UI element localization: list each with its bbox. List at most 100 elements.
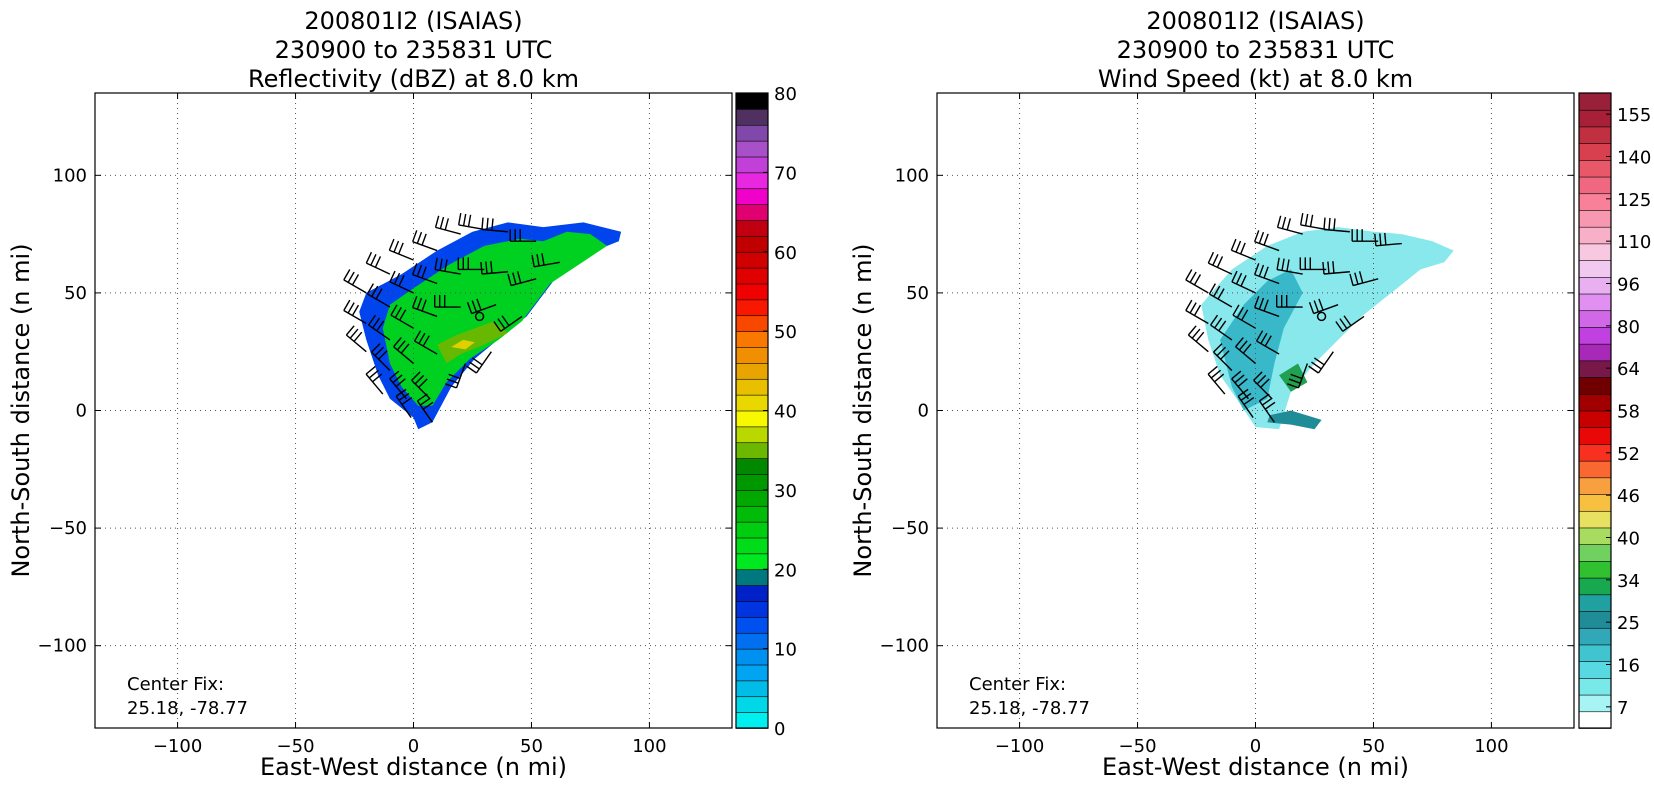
colorbar-segment bbox=[735, 648, 769, 666]
wind-barb bbox=[1374, 232, 1402, 247]
colorbar-segment bbox=[735, 219, 769, 237]
colorbar-segment bbox=[1578, 710, 1612, 729]
y-tick-label: −50 bbox=[891, 518, 929, 539]
wind-barb bbox=[1210, 314, 1233, 341]
colorbar-segment bbox=[735, 600, 769, 618]
colorbar-segment bbox=[1578, 560, 1612, 579]
colorbar-segment bbox=[735, 505, 769, 523]
colorbar-segment bbox=[735, 521, 769, 539]
colorbar-segment bbox=[1578, 493, 1612, 512]
colorbar-segment bbox=[735, 362, 769, 380]
colorbar-segment bbox=[735, 172, 769, 190]
wind-barb bbox=[389, 270, 414, 294]
colorbar-segment bbox=[735, 124, 769, 142]
colorbar-tick-label: 80 bbox=[774, 84, 797, 105]
chart-title-line: Reflectivity (dBZ) at 8.0 km bbox=[248, 65, 579, 93]
colorbar-segment bbox=[735, 426, 769, 444]
colorbar-segment bbox=[1578, 677, 1612, 696]
wind-barb bbox=[416, 393, 434, 423]
colorbar-segment bbox=[735, 283, 769, 301]
wind-barb bbox=[1254, 296, 1280, 318]
wind-barb bbox=[480, 261, 508, 275]
wind-barb bbox=[434, 215, 461, 235]
wind-barb bbox=[1323, 217, 1350, 233]
x-tick-label: −50 bbox=[277, 736, 315, 757]
colorbar-segment bbox=[1578, 694, 1612, 713]
x-axis-label: East-West distance (n mi) bbox=[1102, 753, 1409, 781]
colorbar-segment bbox=[735, 267, 769, 285]
wind-barb bbox=[368, 314, 391, 341]
colorbar-segment bbox=[1578, 644, 1612, 662]
plot-area bbox=[937, 93, 1574, 728]
wind-barb bbox=[1275, 295, 1303, 308]
colorbar-segment bbox=[1578, 627, 1612, 646]
colorbar-tick-label: 140 bbox=[1617, 148, 1651, 169]
wind-barb bbox=[1349, 271, 1379, 287]
wind-barb bbox=[1308, 351, 1334, 374]
colorbar-segment bbox=[1578, 527, 1612, 545]
wind-barb bbox=[343, 269, 367, 294]
wind-barb bbox=[509, 229, 537, 242]
colorbar-segment bbox=[1578, 610, 1612, 629]
x-tick-label: −100 bbox=[995, 736, 1044, 757]
colorbar: 7 16 25 34 40 46 52 58 64 80 96 110 125 140 155 bbox=[1578, 92, 1651, 729]
wind-barb bbox=[1231, 370, 1249, 400]
colorbar-segment bbox=[735, 203, 769, 221]
wind-barb bbox=[457, 212, 485, 231]
contour-region bbox=[1267, 410, 1322, 430]
colorbar-segment bbox=[1578, 460, 1612, 479]
x-tick-label: −50 bbox=[1119, 736, 1157, 757]
colorbar-segment bbox=[735, 314, 769, 332]
wind-barb bbox=[1254, 263, 1280, 285]
y-tick-label: 0 bbox=[76, 401, 87, 422]
wind-barb bbox=[531, 253, 560, 268]
y-tick-label: 100 bbox=[53, 165, 87, 186]
colorbar-segment bbox=[735, 632, 769, 650]
wind-barb bbox=[466, 298, 497, 315]
chart-panel-1: 200801I2 (ISAIAS)230900 to 235831 UTCRef… bbox=[7, 7, 797, 781]
colorbar-tick-label: 52 bbox=[1617, 444, 1640, 465]
contour-region bbox=[382, 231, 607, 406]
colorbar-segment bbox=[735, 235, 769, 253]
colorbar-segment bbox=[1578, 192, 1612, 211]
colorbar-tick-label: 50 bbox=[774, 322, 797, 343]
colorbar-segment bbox=[735, 394, 769, 412]
wind-barb bbox=[434, 257, 461, 275]
colorbar-segment bbox=[1578, 426, 1612, 445]
colorbar-segment bbox=[735, 346, 769, 364]
wind-barb bbox=[1276, 257, 1303, 275]
wind-barb bbox=[433, 295, 461, 308]
x-tick-label: −100 bbox=[153, 736, 202, 757]
wind-barb bbox=[444, 363, 467, 389]
colorbar-segment bbox=[735, 695, 769, 713]
wind-barb bbox=[493, 315, 523, 332]
colorbar-segment bbox=[1578, 343, 1612, 362]
wind-barb bbox=[1286, 363, 1309, 389]
colorbar-segment bbox=[1578, 543, 1612, 562]
colorbar-segment bbox=[735, 568, 769, 586]
colorbar-segment bbox=[735, 680, 769, 698]
y-tick-label: −100 bbox=[38, 636, 87, 657]
x-tick-label: 0 bbox=[408, 736, 419, 757]
wind-barb bbox=[1185, 299, 1209, 325]
colorbar-segment bbox=[1578, 309, 1612, 328]
wind-barb bbox=[1299, 212, 1327, 231]
colorbar-segment bbox=[735, 616, 769, 634]
colorbar-segment bbox=[1578, 293, 1612, 312]
wind-barb bbox=[371, 343, 391, 372]
colorbar: 0 10 20 30 40 50 60 70 80 bbox=[735, 84, 797, 740]
colorbar-segment bbox=[735, 584, 769, 602]
y-tick-label: −100 bbox=[880, 636, 929, 657]
colorbar-segment bbox=[1578, 109, 1612, 128]
wind-barb bbox=[1308, 298, 1339, 315]
wind-barb bbox=[457, 257, 485, 271]
y-tick-label: 0 bbox=[918, 401, 929, 422]
colorbar-tick-label: 70 bbox=[774, 163, 797, 184]
y-tick-label: 50 bbox=[906, 283, 929, 304]
colorbar-tick-label: 0 bbox=[774, 719, 785, 740]
colorbar-segment bbox=[735, 378, 769, 396]
chart-title-line: 200801I2 (ISAIAS) bbox=[1146, 7, 1364, 35]
colorbar-segment bbox=[735, 711, 769, 729]
center-fix-marker bbox=[474, 311, 485, 322]
